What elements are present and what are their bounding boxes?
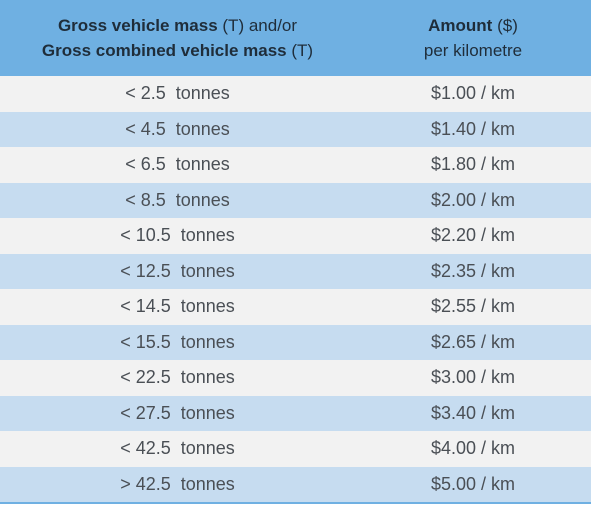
table-row: < 4.5 tonnes $1.40 / km [0,111,591,147]
amount-cell: $2.20 / km [430,225,516,246]
table-row: < 8.5 tonnes $2.00 / km [0,182,591,218]
mass-cell: > 42.5 tonnes [120,473,235,494]
amount-cell: $4.00 / km [430,438,516,459]
table-bottom-border [0,502,591,504]
mass-cell: < 2.5 tonnes [125,83,230,104]
header-mass-line-1: Gross vehicle mass (T) and/or [58,13,297,38]
mass-cell: < 15.5 tonnes [120,331,235,352]
amount-cell: $2.00 / km [430,189,516,210]
table-header: Gross vehicle mass (T) and/or Gross comb… [0,0,591,76]
mass-cell: < 27.5 tonnes [120,402,235,423]
table-row: > 42.5 tonnes $5.00 / km [0,466,591,502]
amount-cell: $1.00 / km [430,83,516,104]
header-mass-rest-2: (T) [286,41,314,60]
table-row: < 2.5 tonnes $1.00 / km [0,76,591,112]
table-row: < 6.5 tonnes $1.80 / km [0,147,591,183]
mass-cell: < 6.5 tonnes [125,154,230,175]
table-row: < 42.5 tonnes $4.00 / km [0,431,591,467]
header-amount-rest: ($) [492,16,518,35]
mass-cell: < 8.5 tonnes [125,189,230,210]
mass-cell: < 42.5 tonnes [120,438,235,459]
table-row: < 22.5 tonnes $3.00 / km [0,360,591,396]
header-mass-bold-1: Gross vehicle mass [57,16,218,35]
amount-cell: $5.00 / km [430,473,516,494]
amount-cell: $3.40 / km [430,402,516,423]
table-row: < 27.5 tonnes $3.40 / km [0,395,591,431]
amount-cell: $2.55 / km [430,296,516,317]
amount-cell: $1.40 / km [430,118,516,139]
header-amount-bold: Amount [428,16,493,35]
table-row: < 15.5 tonnes $2.65 / km [0,324,591,360]
header-mass-column: Gross vehicle mass (T) and/or Gross comb… [0,0,355,76]
amount-cell: $3.00 / km [430,367,516,388]
header-amount-line-2: per kilometre [423,41,523,60]
amount-cell: $2.35 / km [430,260,516,281]
table-row: < 12.5 tonnes $2.35 / km [0,253,591,289]
table-row: < 10.5 tonnes $2.20 / km [0,218,591,254]
header-amount-line-1: Amount ($) [428,13,518,38]
mass-cell: < 10.5 tonnes [120,225,235,246]
amount-cell: $1.80 / km [430,154,516,175]
header-mass-rest-1: (T) and/or [217,16,298,35]
table-row: < 14.5 tonnes $2.55 / km [0,289,591,325]
amount-cell: $2.65 / km [430,331,516,352]
header-mass-bold-2: Gross combined vehicle mass [41,41,287,60]
header-mass-line-2: Gross combined vehicle mass (T) [42,38,313,63]
mass-cell: < 4.5 tonnes [125,118,230,139]
mass-cell: < 22.5 tonnes [120,367,235,388]
header-amount-column: Amount ($) per kilometre [355,0,591,76]
mass-cell: < 12.5 tonnes [120,260,235,281]
mass-cell: < 14.5 tonnes [120,296,235,317]
